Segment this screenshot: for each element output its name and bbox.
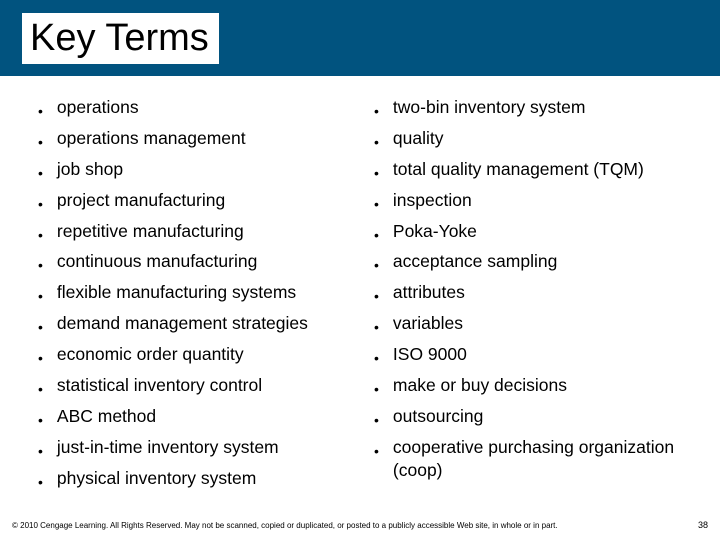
term-text: job shop — [57, 158, 123, 182]
term-row: • quality — [374, 127, 690, 152]
term-row: • ABC method — [38, 405, 354, 430]
term-row: • statistical inventory control — [38, 374, 354, 399]
left-column: • operations • operations management • job sh… — [38, 96, 354, 498]
bullet-icon: • — [374, 287, 379, 306]
bullet-icon: • — [374, 442, 379, 461]
bullet-icon: • — [38, 102, 43, 121]
bullet-icon: • — [374, 349, 379, 368]
bullet-icon: • — [38, 473, 43, 492]
term-row: • economic order quantity — [38, 343, 354, 368]
bullet-icon: • — [38, 226, 43, 245]
right-column: • two-bin inventory system • quality • total … — [374, 96, 690, 498]
bullet-icon: • — [374, 318, 379, 337]
term-text: flexible manufacturing systems — [57, 281, 296, 305]
term-text: statistical inventory control — [57, 374, 262, 398]
term-text: acceptance sampling — [393, 250, 557, 274]
term-row: • repetitive manufacturing — [38, 220, 354, 245]
term-row: • operations — [38, 96, 354, 121]
content-area: • operations • operations management • job sh… — [0, 76, 720, 498]
term-row: • physical inventory system — [38, 467, 354, 492]
bullet-icon: • — [374, 133, 379, 152]
title-bar: Key Terms — [0, 0, 720, 76]
bullet-icon: • — [374, 226, 379, 245]
term-text: project manufacturing — [57, 189, 225, 213]
term-text: physical inventory system — [57, 467, 256, 491]
term-row: • flexible manufacturing systems — [38, 281, 354, 306]
bullet-icon: • — [38, 411, 43, 430]
term-text: just-in-time inventory system — [57, 436, 279, 460]
copyright-text: © 2010 Cengage Learning. All Rights Rese… — [12, 521, 558, 530]
term-row: • outsourcing — [374, 405, 690, 430]
term-row: • two-bin inventory system — [374, 96, 690, 121]
term-text: ABC method — [57, 405, 156, 429]
term-text: outsourcing — [393, 405, 483, 429]
term-text: make or buy decisions — [393, 374, 567, 398]
term-text: economic order quantity — [57, 343, 244, 367]
bullet-icon: • — [38, 287, 43, 306]
slide-title: Key Terms — [30, 17, 209, 59]
term-row: • demand management strategies — [38, 312, 354, 337]
term-row: • just-in-time inventory system — [38, 436, 354, 461]
bullet-icon: • — [38, 195, 43, 214]
bullet-icon: • — [38, 318, 43, 337]
term-row: • total quality management (TQM) — [374, 158, 690, 183]
bullet-icon: • — [374, 102, 379, 121]
term-row: • Poka-Yoke — [374, 220, 690, 245]
title-white-box: Key Terms — [22, 13, 219, 64]
bullet-icon: • — [374, 164, 379, 183]
term-text: demand management strategies — [57, 312, 308, 336]
bullet-icon: • — [374, 411, 379, 430]
term-row: • make or buy decisions — [374, 374, 690, 399]
term-text: repetitive manufacturing — [57, 220, 244, 244]
term-row: • job shop — [38, 158, 354, 183]
term-text: inspection — [393, 189, 472, 213]
bullet-icon: • — [38, 380, 43, 399]
term-text: ISO 9000 — [393, 343, 467, 367]
bullet-icon: • — [38, 256, 43, 275]
term-text: attributes — [393, 281, 465, 305]
term-row: • continuous manufacturing — [38, 250, 354, 275]
term-row: • ISO 9000 — [374, 343, 690, 368]
bullet-icon: • — [374, 380, 379, 399]
term-text: operations management — [57, 127, 246, 151]
term-text: variables — [393, 312, 463, 336]
term-text: quality — [393, 127, 444, 151]
term-row: • project manufacturing — [38, 189, 354, 214]
term-text: total quality management (TQM) — [393, 158, 644, 182]
term-row: • operations management — [38, 127, 354, 152]
term-text: Poka-Yoke — [393, 220, 477, 244]
term-text: cooperative purchasing organization (coo… — [393, 436, 690, 483]
term-row: • variables — [374, 312, 690, 337]
bullet-icon: • — [38, 133, 43, 152]
bullet-icon: • — [374, 195, 379, 214]
term-text: operations — [57, 96, 139, 120]
bullet-icon: • — [38, 164, 43, 183]
footer: © 2010 Cengage Learning. All Rights Rese… — [12, 520, 708, 530]
page-number: 38 — [698, 520, 708, 530]
term-row: • inspection — [374, 189, 690, 214]
bullet-icon: • — [38, 349, 43, 368]
term-row: • cooperative purchasing organization (co… — [374, 436, 690, 483]
term-row: • acceptance sampling — [374, 250, 690, 275]
term-text: two-bin inventory system — [393, 96, 586, 120]
bullet-icon: • — [374, 256, 379, 275]
bullet-icon: • — [38, 442, 43, 461]
term-text: continuous manufacturing — [57, 250, 257, 274]
term-row: • attributes — [374, 281, 690, 306]
